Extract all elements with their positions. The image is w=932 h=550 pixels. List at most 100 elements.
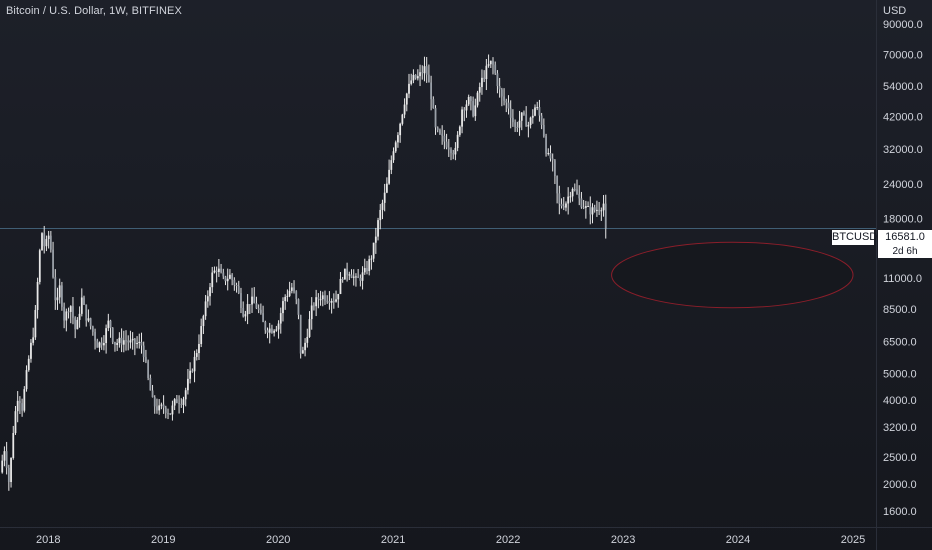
- candle: [125, 330, 127, 351]
- candle: [244, 310, 247, 322]
- candle: [162, 395, 165, 414]
- candle: [127, 335, 130, 351]
- candle: [224, 275, 227, 286]
- candle: [390, 155, 393, 175]
- candle: [74, 316, 77, 339]
- candle: [573, 183, 576, 192]
- candle: [430, 75, 433, 111]
- candle: [335, 290, 337, 303]
- candle: [582, 199, 585, 210]
- candle: [445, 133, 448, 150]
- candle: [560, 198, 563, 209]
- candle: [374, 227, 377, 254]
- candle: [348, 271, 351, 281]
- candle: [423, 56, 426, 82]
- candle: [107, 313, 110, 332]
- candle: [567, 187, 570, 215]
- candle: [492, 57, 494, 75]
- candle: [229, 269, 231, 280]
- candle: [441, 125, 444, 145]
- candle: [76, 317, 79, 330]
- candle: [69, 305, 72, 324]
- candle: [133, 338, 136, 356]
- candle: [87, 309, 90, 323]
- candle: [379, 204, 382, 230]
- candle: [293, 280, 295, 294]
- candle: [324, 290, 326, 305]
- candle: [472, 96, 475, 118]
- candle: [1, 454, 4, 474]
- price-axis-tick-label: 8500.0: [883, 304, 917, 316]
- candle: [339, 272, 342, 295]
- price-axis-tick-label: 54000.0: [883, 81, 923, 93]
- candle: [419, 64, 421, 87]
- candle: [565, 201, 567, 212]
- candle: [600, 207, 603, 221]
- price-axis-tick-label: 4000.0: [883, 395, 917, 407]
- price-axis-tick-label: 18000.0: [883, 214, 923, 226]
- candle: [529, 116, 532, 129]
- candle: [198, 334, 200, 361]
- candle: [47, 230, 50, 249]
- time-axis-tick-label: 2019: [151, 534, 175, 546]
- candle: [72, 297, 74, 325]
- candle: [116, 338, 119, 352]
- candle: [43, 225, 46, 254]
- time-axis-tick-label: 2023: [611, 534, 635, 546]
- candle: [94, 328, 96, 350]
- candle: [240, 287, 242, 314]
- candle: [306, 328, 309, 348]
- price-axis-tick-label: 3200.0: [883, 422, 917, 434]
- candle: [596, 200, 598, 217]
- candle: [160, 402, 163, 410]
- candle: [485, 59, 488, 91]
- candle: [149, 374, 152, 391]
- candle: [350, 269, 353, 279]
- candle: [469, 96, 472, 111]
- price-axis-tick-label: 1600.0: [883, 506, 917, 518]
- price-axis-tick-label: 5000.0: [883, 368, 917, 380]
- candle: [602, 195, 605, 217]
- candle: [248, 304, 251, 315]
- candle: [58, 278, 61, 304]
- candle: [3, 446, 6, 467]
- candle: [569, 191, 572, 203]
- candle: [100, 337, 103, 350]
- candle: [257, 304, 260, 314]
- candle: [432, 96, 435, 109]
- candle: [30, 339, 32, 363]
- annotation-ellipse[interactable]: [611, 241, 854, 309]
- candle: [520, 112, 523, 131]
- candle: [120, 328, 123, 353]
- candle: [604, 194, 607, 239]
- candle: [182, 396, 185, 414]
- candle: [547, 148, 550, 156]
- candle: [299, 314, 302, 359]
- price-axis-tick-label: 11000.0: [883, 273, 922, 285]
- candle: [189, 362, 192, 384]
- candle: [184, 387, 187, 407]
- candle: [286, 289, 289, 302]
- candle: [383, 183, 386, 212]
- candle: [452, 149, 455, 160]
- candle: [476, 90, 479, 108]
- candle: [222, 268, 225, 280]
- candle: [425, 57, 428, 83]
- price-axis-unit: USD: [883, 5, 907, 17]
- candle: [153, 395, 156, 414]
- candle: [343, 268, 346, 280]
- candle: [111, 327, 114, 345]
- time-axis-tick-label: 2018: [36, 534, 60, 546]
- candle: [478, 82, 481, 102]
- candle: [173, 398, 176, 411]
- candle: [359, 274, 362, 287]
- candle: [138, 333, 141, 349]
- candle: [63, 302, 66, 329]
- candle: [576, 179, 578, 195]
- candle: [467, 94, 470, 107]
- candle: [410, 73, 413, 86]
- candle: [341, 276, 344, 283]
- candle: [237, 280, 240, 295]
